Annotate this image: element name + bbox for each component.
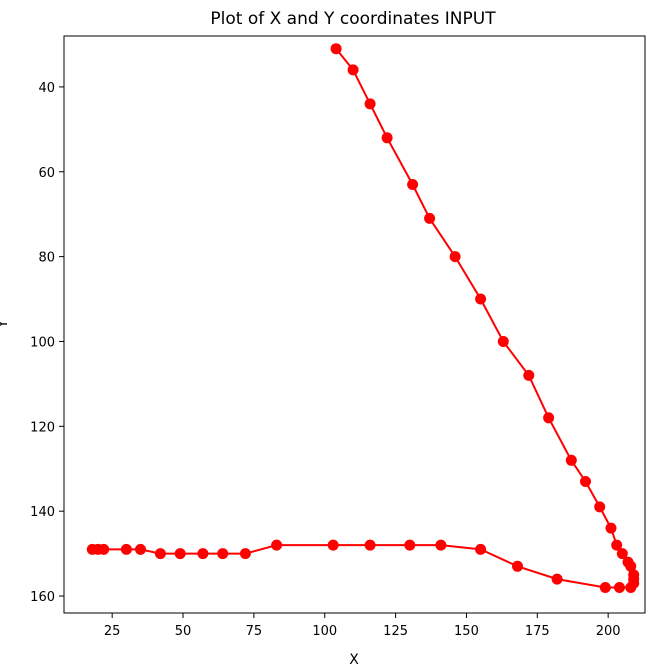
x-tick-label: 175	[525, 624, 550, 639]
data-point	[174, 548, 186, 560]
chart-title: Plot of X and Y coordinates INPUT	[210, 9, 496, 29]
data-point	[565, 454, 577, 466]
data-point	[599, 582, 611, 593]
data-point	[120, 543, 132, 555]
data-point	[605, 522, 617, 534]
data-point	[404, 539, 416, 551]
data-point	[217, 548, 229, 560]
y-tick-label: 80	[38, 251, 55, 266]
y-tick-label: 160	[30, 590, 55, 605]
data-point	[611, 539, 623, 551]
data-point	[475, 543, 487, 555]
y-tick-label: 140	[30, 505, 55, 520]
data-point	[364, 98, 376, 110]
x-axis: 25 50 75 100 125 150 175 200	[104, 613, 621, 639]
y-tick-label: 60	[38, 166, 55, 181]
data-point	[424, 212, 436, 224]
y-axis: 40 60 80 100 120 140 160	[30, 81, 64, 605]
data-point	[347, 64, 359, 76]
data-point	[551, 573, 563, 585]
data-point	[475, 293, 487, 305]
data-point	[271, 539, 283, 551]
data-point	[364, 539, 376, 551]
data-point	[580, 476, 591, 487]
y-tick-label: 100	[30, 335, 55, 350]
data-point	[86, 543, 98, 555]
data-point	[625, 560, 637, 572]
y-tick-label: 120	[30, 420, 55, 435]
plot-area	[86, 43, 640, 593]
x-tick-label: 100	[312, 624, 337, 639]
series-line	[92, 48, 635, 589]
data-point	[239, 548, 251, 560]
data-point	[625, 582, 637, 593]
data-point	[523, 369, 535, 381]
data-point	[497, 336, 509, 347]
data-point	[197, 548, 209, 560]
axes-frame	[63, 35, 646, 614]
data-point	[512, 560, 523, 572]
y-axis-label: Y	[0, 319, 11, 329]
data-point	[543, 412, 555, 424]
x-axis-label: X	[349, 652, 359, 668]
data-point	[614, 582, 625, 593]
data-point	[135, 543, 146, 555]
x-tick-label: 25	[104, 624, 121, 639]
data-point	[327, 539, 339, 551]
x-tick-label: 75	[246, 624, 263, 639]
data-point	[616, 548, 628, 560]
data-point	[449, 251, 461, 263]
x-tick-label: 150	[454, 624, 479, 639]
data-point	[330, 43, 342, 55]
data-point	[407, 179, 419, 190]
x-tick-label: 200	[596, 624, 621, 639]
x-tick-label: 50	[175, 624, 192, 639]
y-tick-label: 40	[38, 81, 55, 96]
data-point	[381, 132, 393, 144]
data-point	[594, 501, 606, 513]
data-point	[154, 548, 166, 560]
data-point	[435, 539, 447, 551]
x-tick-label: 125	[383, 624, 408, 639]
